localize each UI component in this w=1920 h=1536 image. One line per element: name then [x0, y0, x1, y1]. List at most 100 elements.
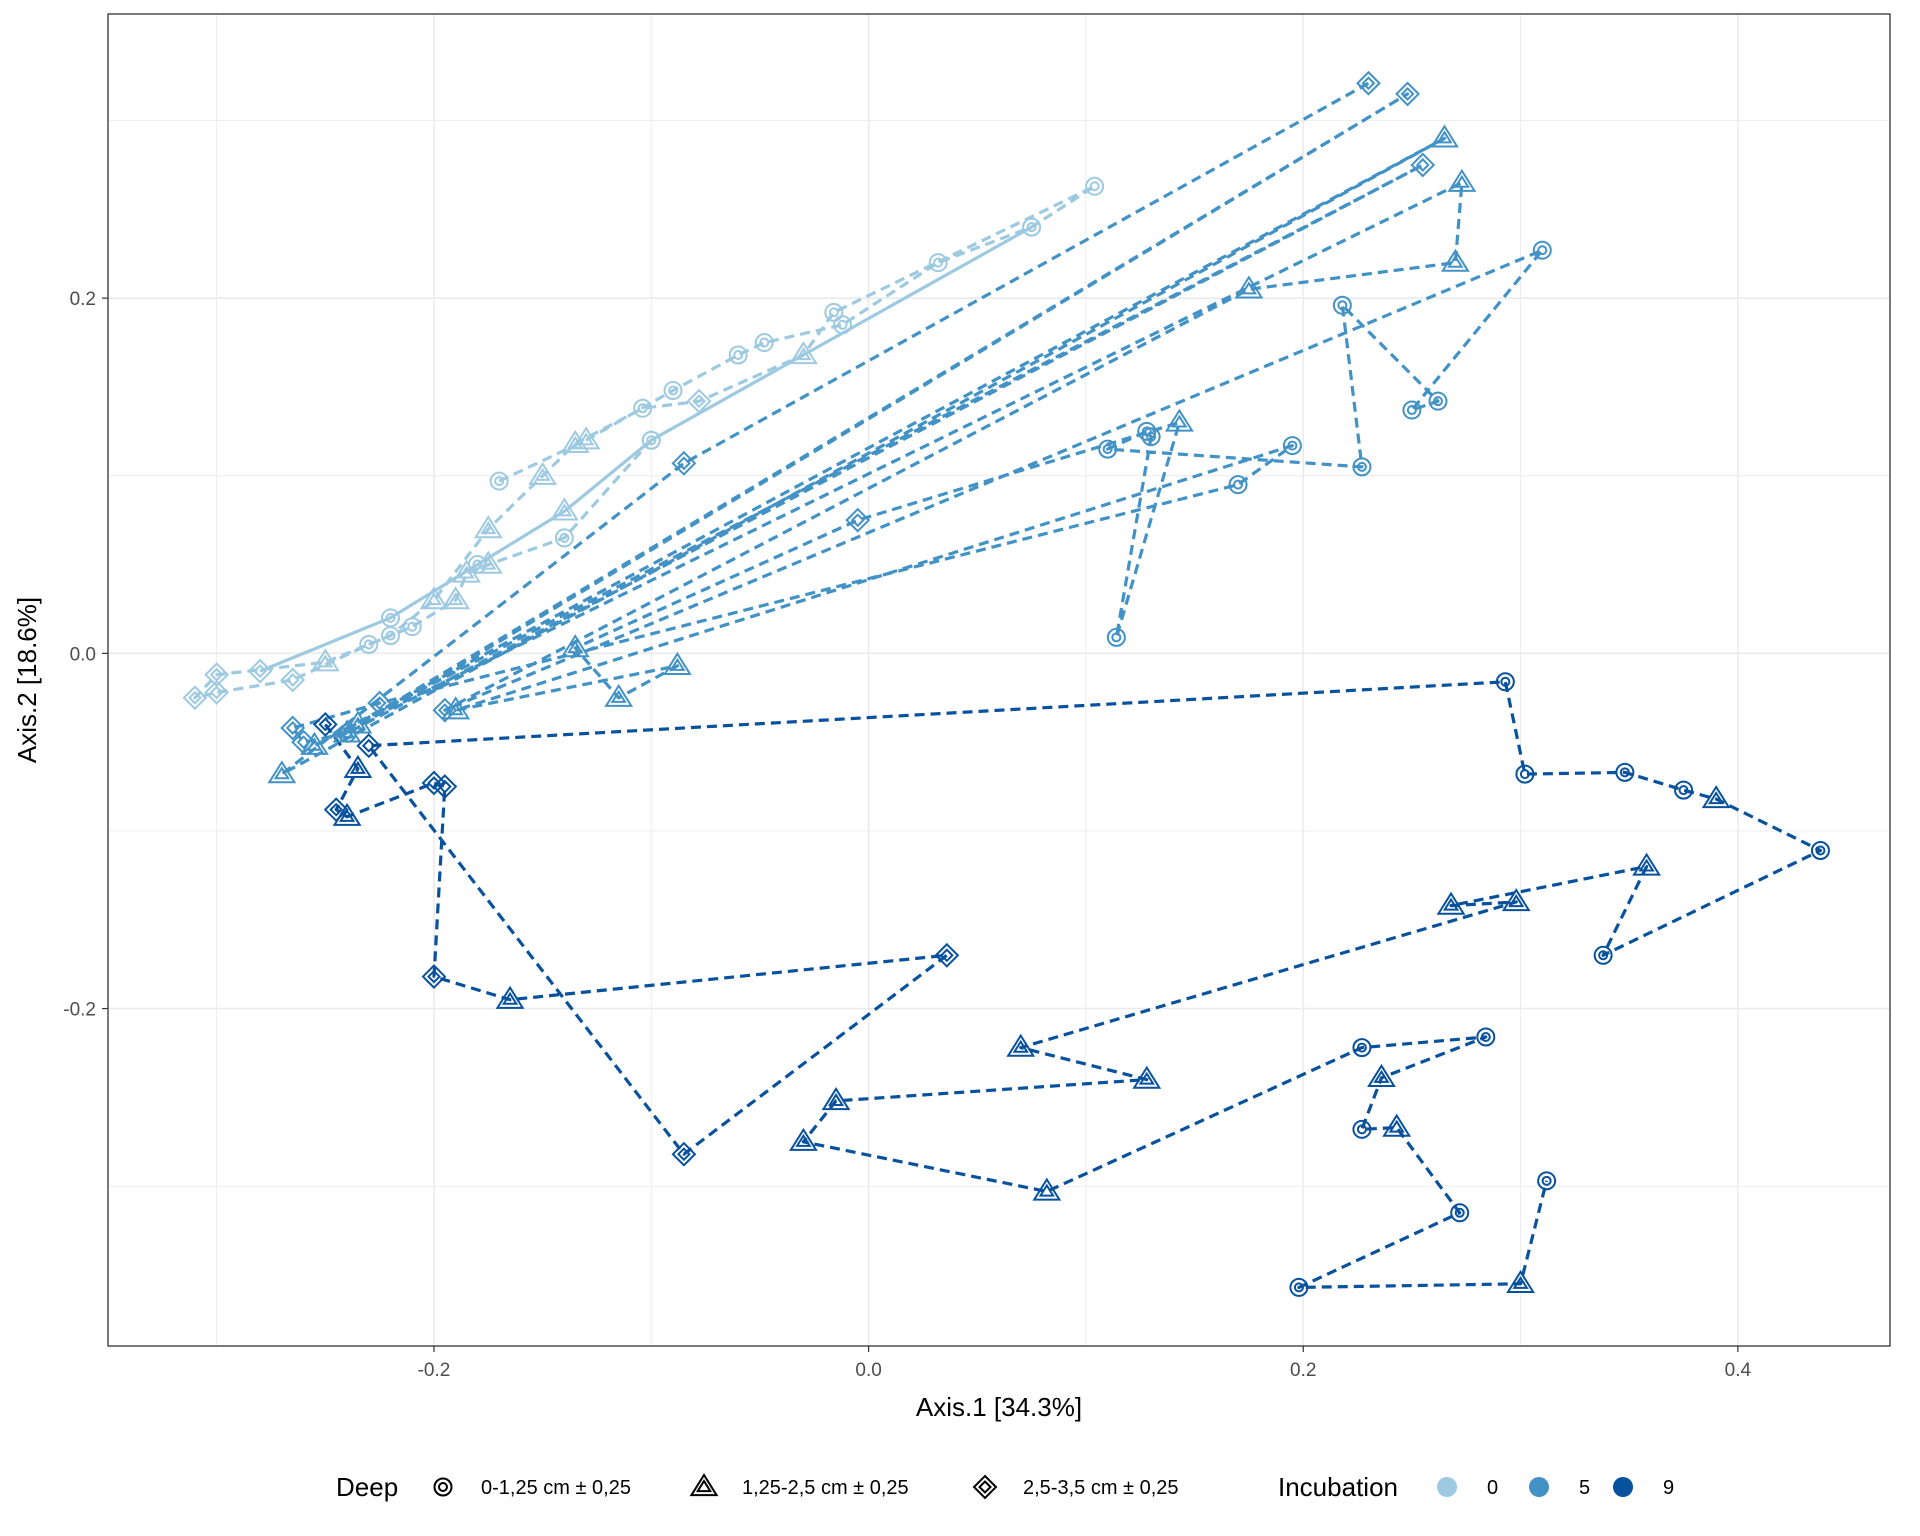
shape-inner — [1537, 245, 1548, 256]
shape-outer — [1450, 1203, 1470, 1223]
shape-inner — [1356, 461, 1367, 472]
data-point-triangle — [1164, 408, 1194, 432]
shape-inner — [828, 307, 839, 318]
shape-outer — [1674, 780, 1694, 800]
data-point-triangle — [1382, 1113, 1412, 1137]
shape-outer — [367, 690, 393, 716]
data-point-triangle — [1132, 1065, 1162, 1089]
shape-outer — [1701, 785, 1731, 809]
shape-outer — [1367, 1063, 1396, 1087]
shape-outer — [689, 1473, 719, 1497]
shape-inner — [296, 735, 311, 750]
shape-outer — [528, 461, 558, 485]
shape-inner — [480, 521, 497, 535]
shape-inner — [437, 779, 452, 794]
shape-outer — [1106, 627, 1126, 647]
data-point-triangle — [560, 429, 590, 453]
shape-inner — [1500, 676, 1511, 687]
shape-outer — [1476, 1027, 1496, 1047]
legend: Deep 0-1,25 cm ± 0,25 1,25-2,5 cm ± 0,25 2,… — [336, 1472, 1674, 1502]
legend-key-triangle — [689, 1473, 719, 1497]
legend-label-deep: 0-1,25 cm ± 0,25 — [481, 1477, 631, 1499]
shape-outer — [247, 658, 273, 684]
shape-inner — [676, 456, 691, 471]
shape-outer — [310, 648, 340, 672]
shape-inner — [933, 257, 944, 268]
shape-inner — [1171, 414, 1188, 428]
shape-outer — [332, 719, 362, 743]
data-point-diamond — [671, 1141, 697, 1167]
shape-inner — [1287, 440, 1298, 451]
x-tick-label: 0.4 — [1725, 1360, 1752, 1381]
shape-inner — [1089, 181, 1100, 192]
data-point-diamond — [182, 685, 208, 711]
shape-outer — [441, 586, 471, 610]
y-tick-label: 0.2 — [70, 289, 96, 310]
legend-label-incubation: 5 — [1579, 1477, 1590, 1499]
shape-outer — [789, 341, 818, 365]
shape-outer — [1356, 70, 1381, 96]
data-point-triangle — [604, 683, 634, 707]
data-point-triangle — [1701, 785, 1731, 809]
shape-outer — [1006, 1033, 1036, 1057]
shape-inner — [1012, 1039, 1029, 1053]
shape-inner — [285, 673, 300, 687]
shape-inner — [1400, 87, 1415, 101]
shape-outer — [833, 315, 853, 335]
data-point-circle — [1098, 439, 1118, 459]
shape-inner — [1508, 894, 1525, 908]
data-point-diamond — [247, 658, 273, 684]
shape-inner — [372, 696, 387, 711]
shape-inner — [759, 337, 770, 348]
legend-key-incubation — [1613, 1477, 1633, 1497]
data-point-circle — [728, 345, 748, 365]
shape-inner — [427, 969, 441, 984]
data-point-triangle — [1506, 1269, 1535, 1293]
shape-inner — [1373, 1069, 1390, 1083]
shape-inner — [1638, 858, 1655, 872]
y-axis-title: Axis.2 [18.6%] — [12, 597, 42, 763]
data-point-diamond — [312, 711, 338, 737]
x-tick-label: -0.2 — [418, 1360, 451, 1381]
shape-outer — [1537, 1171, 1557, 1191]
shape-outer — [402, 617, 422, 637]
shape-inner — [1619, 767, 1630, 778]
data-point-diamond — [1395, 81, 1420, 107]
legend-key-circle — [433, 1477, 453, 1497]
shape-inner — [1111, 632, 1122, 643]
shape-inner — [1356, 1042, 1367, 1053]
plot-panel-border — [107, 13, 1891, 1347]
shape-outer — [560, 634, 590, 658]
shape-inner — [1415, 158, 1430, 172]
shape-outer — [467, 555, 487, 575]
data-point-circle — [754, 333, 774, 353]
shape-inner — [676, 1147, 691, 1162]
shape-inner — [610, 689, 627, 703]
data-point-circle — [359, 634, 379, 654]
data-point-circle — [641, 430, 661, 450]
shape-inner — [1026, 222, 1037, 233]
shape-inner — [1512, 1275, 1529, 1289]
data-point-diamond — [280, 667, 306, 693]
shape-outer — [432, 774, 458, 799]
data-point-diamond — [934, 942, 960, 968]
shape-inner — [188, 690, 202, 705]
shape-inner — [273, 766, 290, 780]
shape-inner — [318, 717, 333, 732]
data-point-circle — [1106, 627, 1126, 647]
legend-key-incubation — [1529, 1477, 1549, 1497]
data-point-circle — [1352, 1119, 1372, 1139]
shape-outer — [1289, 1277, 1309, 1297]
data-point-triangle — [343, 710, 373, 734]
shape-outer — [280, 715, 306, 741]
shape-outer — [1132, 1065, 1162, 1089]
shape-inner — [494, 476, 505, 487]
shape-inner — [363, 639, 374, 650]
data-point-circle — [402, 617, 422, 637]
data-point-diamond — [367, 690, 393, 716]
legend-label-incubation: 9 — [1663, 1477, 1674, 1499]
shape-outer — [1515, 764, 1535, 784]
shape-outer — [686, 388, 712, 414]
shape-outer — [432, 697, 458, 723]
data-point-triangle — [1632, 852, 1662, 876]
